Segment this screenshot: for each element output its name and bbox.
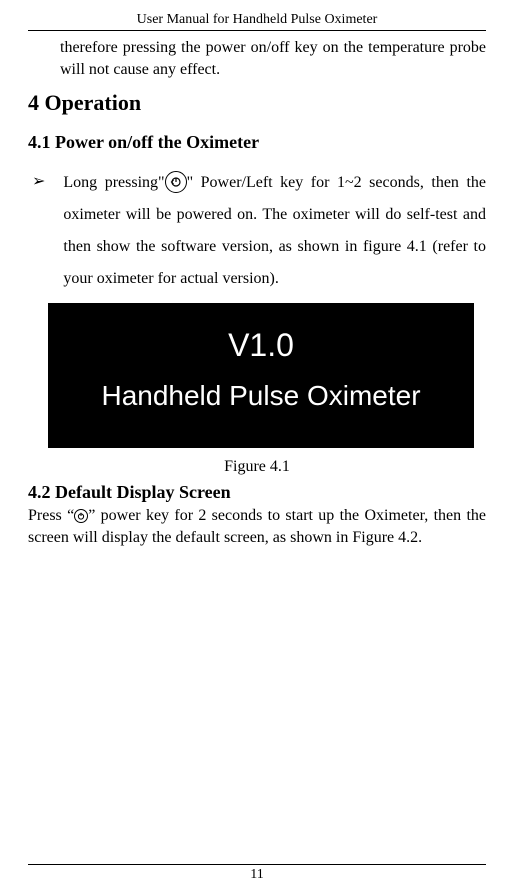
figure-4-1-caption: Figure 4.1 xyxy=(28,458,486,476)
bullet-item: ➢ Long pressing"" Power/Left key for 1~2… xyxy=(28,167,486,295)
page-number: 11 xyxy=(250,867,263,882)
header-title: User Manual for Handheld Pulse Oximeter xyxy=(28,12,486,28)
section-4-heading: 4 Operation xyxy=(28,90,486,116)
header-divider xyxy=(28,30,486,31)
figure-device-name: Handheld Pulse Oximeter xyxy=(60,380,462,412)
power-icon xyxy=(74,509,88,523)
intro-paragraph: therefore pressing the power on/off key … xyxy=(28,37,486,80)
section-4-1-heading: 4.1 Power on/off the Oximeter xyxy=(28,132,486,153)
bullet-pre: Long pressing" xyxy=(63,174,164,191)
power-left-icon xyxy=(165,171,187,193)
bullet-text: Long pressing"" Power/Left key for 1~2 s… xyxy=(63,167,486,295)
figure-4-1-screen: V1.0 Handheld Pulse Oximeter xyxy=(48,303,474,448)
page-footer: 11 xyxy=(28,864,486,883)
figure-version-text: V1.0 xyxy=(60,327,462,364)
bullet-marker: ➢ xyxy=(32,167,45,197)
para-pre: Press “ xyxy=(28,507,74,524)
section-4-2-heading: 4.2 Default Display Screen xyxy=(28,482,486,503)
section-4-2-paragraph: Press “” power key for 2 seconds to star… xyxy=(28,505,486,548)
para-post: ” power key for 2 seconds to start up th… xyxy=(28,507,486,546)
footer-divider xyxy=(28,864,486,865)
